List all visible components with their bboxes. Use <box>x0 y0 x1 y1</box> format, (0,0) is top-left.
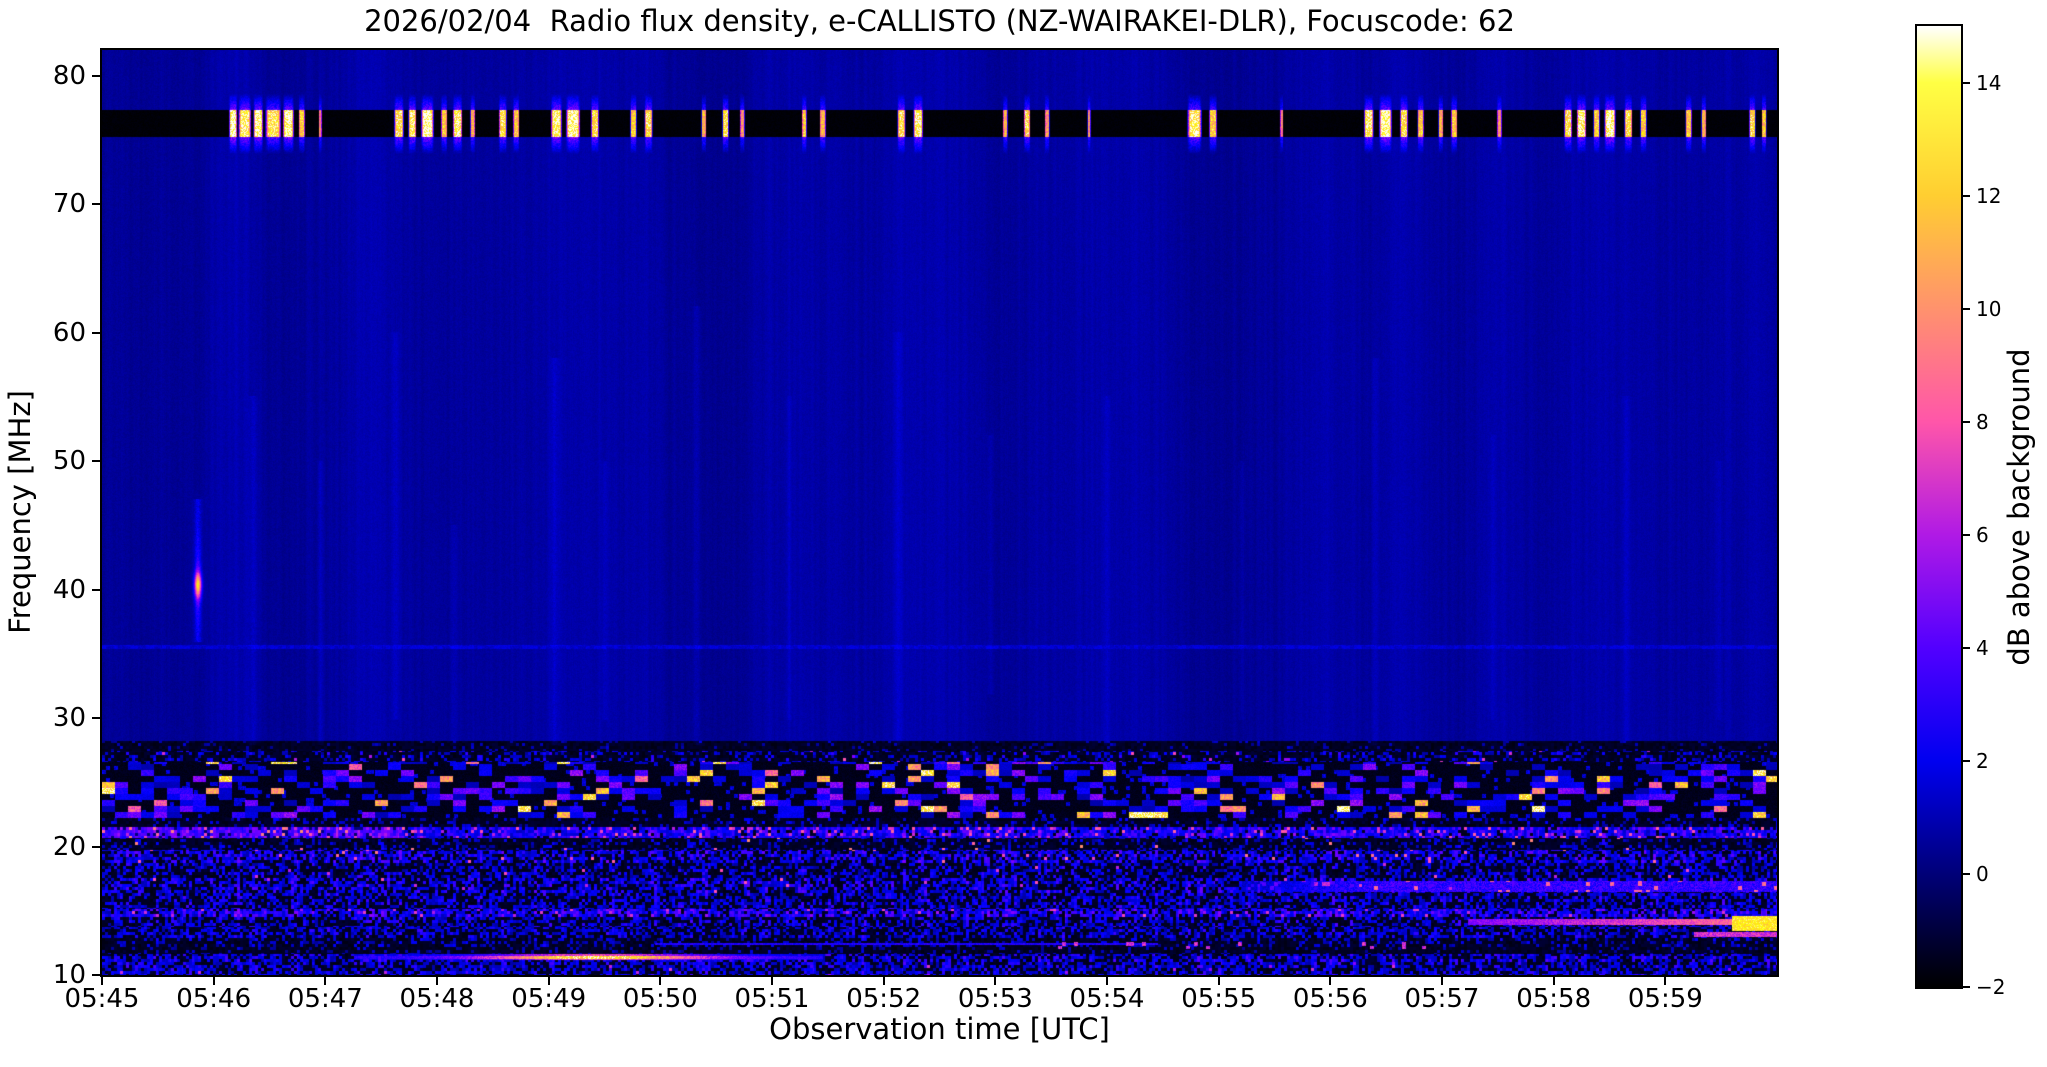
y-tick-label: 80 <box>52 60 86 91</box>
x-tick-mark <box>1664 977 1667 985</box>
colorbar-tick-mark <box>1963 307 1970 310</box>
x-tick-label: 05:46 <box>176 984 252 1014</box>
x-tick-mark <box>882 977 885 985</box>
colorbar-tick-mark <box>1963 759 1970 762</box>
x-tick-mark <box>994 977 997 985</box>
y-tick-mark <box>92 588 100 591</box>
x-tick-label: 05:58 <box>1516 984 1592 1014</box>
x-tick-mark <box>771 977 773 985</box>
x-tick-label: 05:53 <box>957 984 1033 1014</box>
x-tick-label: 05:57 <box>1404 984 1480 1014</box>
plot-area <box>100 48 1779 977</box>
y-tick-mark <box>92 331 100 334</box>
x-tick-mark <box>1552 977 1555 985</box>
x-tick-label: 05:49 <box>511 984 587 1014</box>
colorbar-gradient <box>1917 26 1961 987</box>
colorbar <box>1915 24 1963 989</box>
x-tick-label: 05:51 <box>734 984 810 1014</box>
x-tick-mark <box>1106 977 1108 985</box>
chart-title: 2026/02/04 Radio flux density, e-CALLIST… <box>364 4 1515 38</box>
x-tick-label: 05:47 <box>287 984 363 1014</box>
x-tick-label: 05:54 <box>1069 984 1145 1014</box>
x-tick-label: 05:45 <box>64 984 140 1014</box>
y-tick-label: 20 <box>52 831 86 862</box>
colorbar-tick-label: 2 <box>1976 748 1989 773</box>
x-tick-mark <box>212 977 215 985</box>
spectrogram-canvas <box>102 50 1777 975</box>
x-tick-mark <box>1329 977 1332 985</box>
x-tick-label: 05:59 <box>1627 984 1703 1014</box>
x-tick-mark <box>547 977 550 985</box>
colorbar-tick-mark <box>1963 194 1970 197</box>
y-tick-mark <box>92 845 100 848</box>
colorbar-tick-label: 8 <box>1976 409 1989 434</box>
x-tick-label: 05:52 <box>846 984 922 1014</box>
colorbar-tick-label: 4 <box>1976 635 1989 660</box>
colorbar-tick-label: 14 <box>1976 70 2002 95</box>
y-tick-label: 70 <box>52 189 86 220</box>
colorbar-tick-label: 12 <box>1976 183 2002 208</box>
y-tick-label: 40 <box>52 574 86 605</box>
y-tick-label: 50 <box>52 446 86 477</box>
x-axis-label: Observation time [UTC] <box>769 1012 1110 1046</box>
colorbar-tick-mark <box>1963 420 1970 423</box>
x-tick-mark <box>1217 977 1220 985</box>
y-tick-mark <box>92 974 100 976</box>
x-tick-label: 05:50 <box>622 984 698 1014</box>
x-tick-label: 05:56 <box>1292 984 1368 1014</box>
colorbar-tick-label: 10 <box>1976 296 2002 321</box>
colorbar-label: dB above background <box>2002 348 2036 666</box>
colorbar-tick-mark <box>1963 81 1970 84</box>
colorbar-tick-label: 6 <box>1976 522 1989 547</box>
colorbar-tick-mark <box>1963 872 1970 875</box>
y-tick-label: 10 <box>52 960 86 990</box>
colorbar-tick-mark <box>1963 986 1970 988</box>
y-tick-mark <box>92 74 100 77</box>
colorbar-tick-mark <box>1963 533 1970 536</box>
x-tick-mark <box>1441 977 1443 985</box>
x-tick-label: 05:48 <box>399 984 475 1014</box>
y-tick-label: 60 <box>52 317 86 348</box>
colorbar-tick-label: −2 <box>1976 975 2006 999</box>
x-tick-mark <box>436 977 438 985</box>
x-tick-mark <box>101 977 103 985</box>
y-axis-label: Frequency [MHz] <box>3 390 37 634</box>
y-tick-mark <box>92 460 100 463</box>
x-tick-mark <box>659 977 662 985</box>
colorbar-tick-label: 0 <box>1976 861 1989 886</box>
x-tick-mark <box>324 977 327 985</box>
y-tick-mark <box>92 203 100 206</box>
y-tick-label: 30 <box>52 703 86 734</box>
x-tick-label: 05:55 <box>1181 984 1257 1014</box>
colorbar-tick-mark <box>1963 646 1970 649</box>
y-tick-mark <box>92 717 100 720</box>
